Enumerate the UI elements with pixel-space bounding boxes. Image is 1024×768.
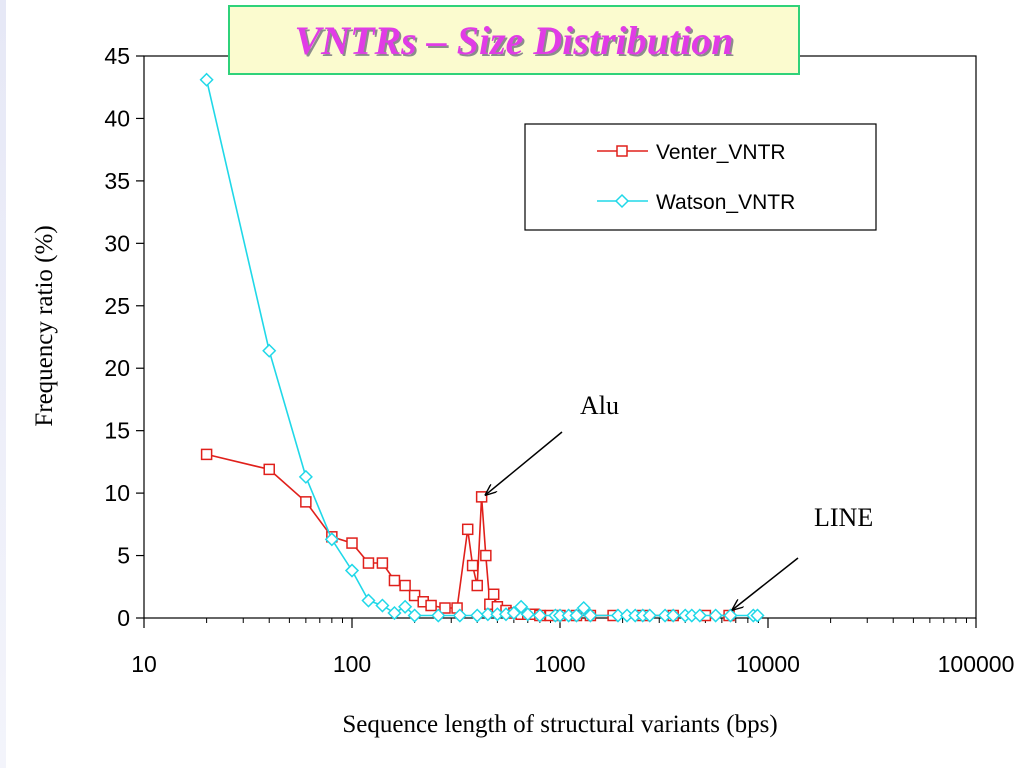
y-tick-label: 0 bbox=[117, 605, 130, 631]
data-point-watson-vntr bbox=[262, 343, 277, 358]
data-point-venter-vntr bbox=[388, 574, 401, 587]
title-box: VNTRs – Size Distribution bbox=[228, 5, 800, 75]
data-point-watson-vntr bbox=[576, 600, 591, 616]
data-point-venter-vntr bbox=[475, 491, 488, 503]
y-tick-label: 25 bbox=[104, 293, 130, 319]
data-point-venter-vntr bbox=[425, 599, 437, 612]
data-point-venter-vntr bbox=[439, 602, 451, 614]
data-point-venter-vntr bbox=[480, 549, 492, 562]
legend-marker-venter-vntr bbox=[616, 145, 628, 157]
x-tick-label: 100 bbox=[333, 651, 371, 677]
legend-label-venter-vntr: Venter_VNTR bbox=[656, 141, 786, 164]
x-tick-label: 1000 bbox=[534, 651, 585, 677]
data-point-watson-vntr bbox=[298, 469, 313, 484]
data-point-watson-vntr bbox=[199, 72, 214, 87]
slide-left-strip bbox=[0, 0, 6, 768]
line-annotation-label: LINE bbox=[814, 503, 873, 532]
y-tick-label: 20 bbox=[104, 355, 130, 381]
data-point-watson-vntr bbox=[480, 607, 495, 622]
data-point-venter-vntr bbox=[399, 579, 411, 592]
y-tick-label: 10 bbox=[104, 480, 130, 506]
alu-annotation-label: Alu bbox=[580, 391, 619, 420]
legend-box bbox=[524, 123, 877, 231]
data-point-watson-vntr bbox=[506, 605, 521, 621]
data-point-venter-vntr bbox=[461, 523, 474, 536]
data-point-watson-vntr bbox=[344, 563, 360, 578]
x-axis-label: Sequence length of structural variants (… bbox=[342, 711, 777, 738]
data-point-venter-vntr bbox=[466, 559, 479, 572]
line-arrow bbox=[732, 557, 799, 610]
data-point-watson-vntr bbox=[324, 532, 339, 547]
y-tick-label: 40 bbox=[104, 105, 130, 131]
data-point-watson-vntr bbox=[708, 608, 723, 623]
y-tick-label: 30 bbox=[104, 230, 130, 256]
data-point-venter-vntr bbox=[362, 557, 375, 569]
data-point-watson-vntr bbox=[666, 608, 681, 623]
x-tick-label: 10 bbox=[131, 651, 157, 677]
data-point-watson-vntr bbox=[642, 608, 657, 623]
data-point-watson-vntr bbox=[407, 608, 422, 623]
data-point-watson-vntr bbox=[520, 607, 535, 622]
y-tick-label: 5 bbox=[117, 543, 130, 569]
data-point-venter-vntr bbox=[263, 463, 275, 476]
data-point-watson-vntr bbox=[723, 608, 738, 623]
data-point-watson-vntr bbox=[532, 608, 547, 623]
series-watson-vntr bbox=[199, 72, 765, 623]
y-axis-label: Frequency ratio (%) bbox=[31, 225, 58, 426]
data-point-venter-vntr bbox=[346, 537, 358, 549]
data-point-venter-vntr bbox=[408, 589, 421, 602]
y-tick-label: 35 bbox=[104, 168, 130, 194]
data-point-venter-vntr bbox=[376, 557, 389, 569]
data-point-venter-vntr bbox=[300, 496, 312, 508]
data-point-watson-vntr bbox=[431, 608, 446, 623]
data-point-watson-vntr bbox=[452, 608, 467, 623]
data-point-venter-vntr bbox=[487, 588, 500, 601]
data-point-watson-vntr bbox=[387, 605, 402, 621]
data-point-watson-vntr bbox=[375, 598, 390, 613]
legend-marker-watson-vntr bbox=[614, 193, 630, 209]
data-point-watson-vntr bbox=[692, 608, 707, 623]
x-tick-label: 100000 bbox=[938, 651, 1015, 677]
data-point-watson-vntr bbox=[361, 593, 376, 608]
y-tick-label: 45 bbox=[104, 43, 130, 69]
data-point-watson-vntr bbox=[514, 599, 529, 614]
legend-label-watson-vntr: Watson_VNTR bbox=[656, 191, 795, 214]
alu-arrow bbox=[486, 431, 563, 495]
data-point-venter-vntr bbox=[200, 448, 213, 461]
x-tick-label: 10000 bbox=[736, 651, 800, 677]
y-tick-label: 15 bbox=[104, 418, 130, 444]
data-point-venter-vntr bbox=[471, 579, 483, 592]
data-point-watson-vntr bbox=[470, 608, 485, 623]
chart-title: VNTRs – Size Distribution bbox=[294, 17, 734, 63]
data-point-watson-vntr bbox=[750, 608, 765, 623]
data-point-watson-vntr bbox=[569, 608, 584, 623]
data-point-watson-vntr bbox=[583, 608, 598, 623]
data-point-watson-vntr bbox=[398, 599, 413, 614]
